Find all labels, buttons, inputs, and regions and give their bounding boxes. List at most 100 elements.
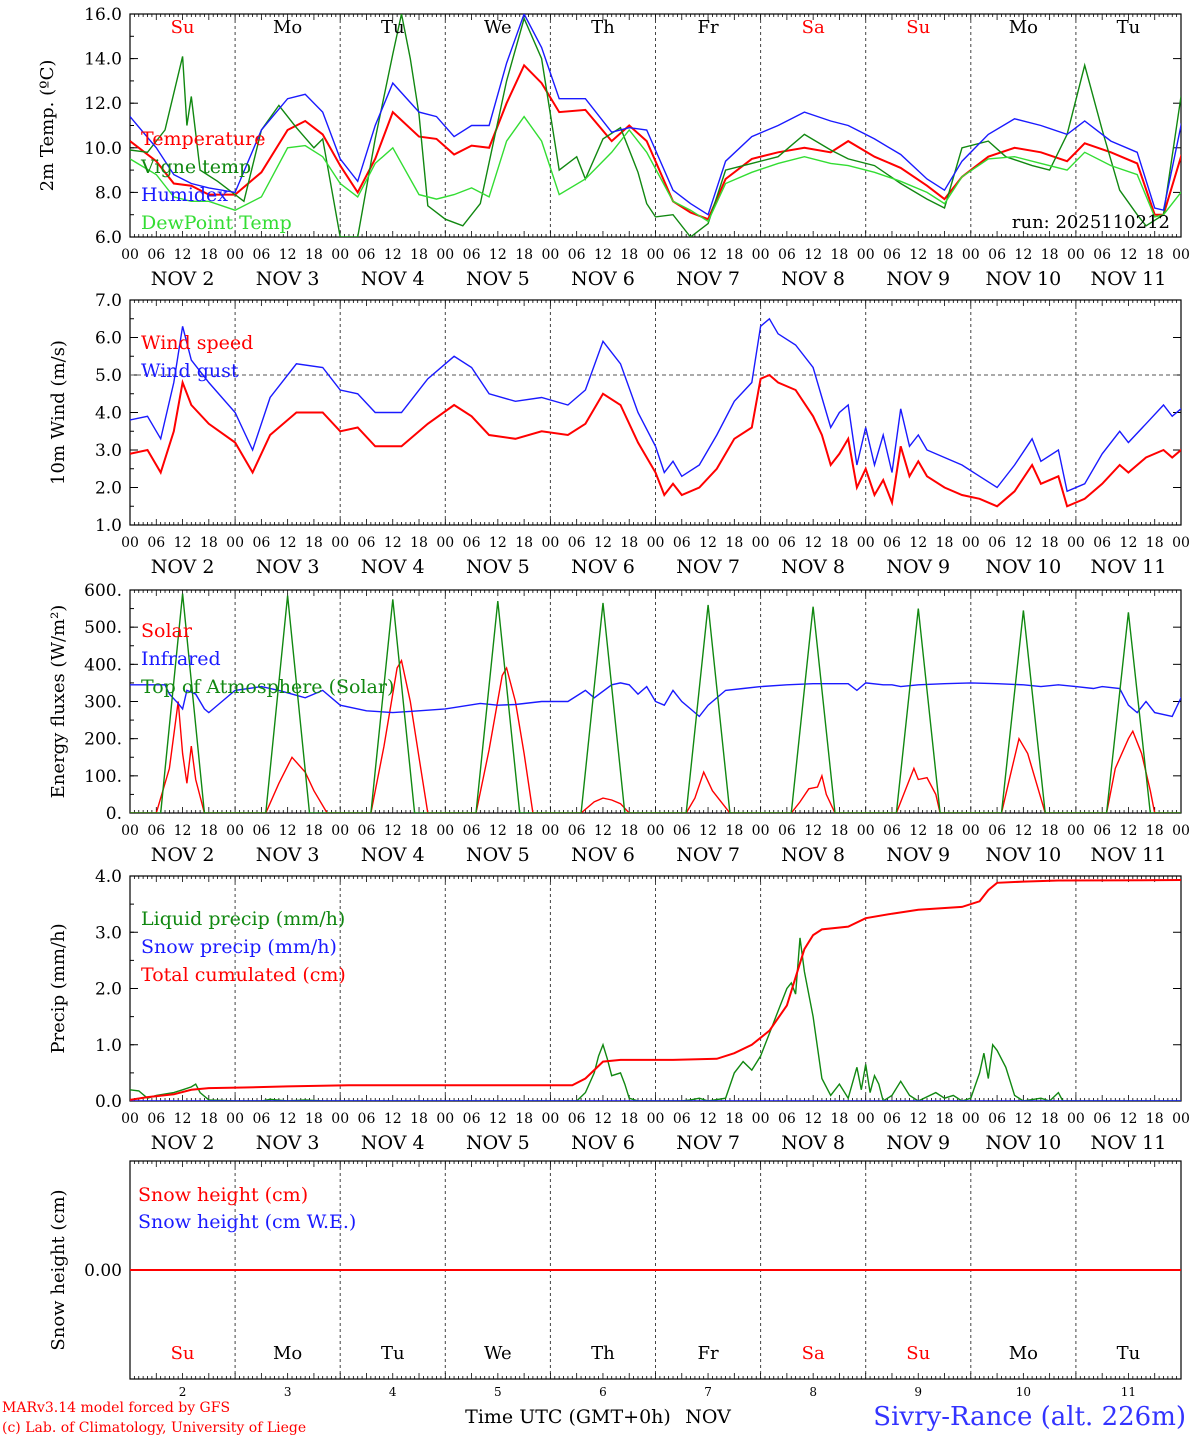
weekday-label: Tu (381, 1343, 405, 1364)
hour-tick-label: 12 (804, 823, 822, 839)
hour-tick-label: 00 (752, 1111, 770, 1127)
hour-tick-label: 06 (358, 247, 376, 263)
hour-tick-label: 12 (699, 535, 717, 551)
y-tick-label: 6.0 (95, 228, 122, 248)
hour-tick-label: 12 (594, 535, 612, 551)
hour-tick-label: 18 (725, 1111, 743, 1127)
hour-tick-label: 12 (594, 1111, 612, 1127)
date-label: NOV 2 (151, 556, 215, 578)
series-line-vigne-temp (130, 14, 1181, 237)
hour-tick-label: 18 (200, 1111, 218, 1127)
hour-tick-label: 12 (909, 247, 927, 263)
hour-tick-label: 06 (883, 247, 901, 263)
hour-tick-label: 06 (673, 823, 691, 839)
hour-tick-label: 18 (200, 535, 218, 551)
date-label: NOV 5 (466, 268, 530, 290)
hour-tick-label: 12 (384, 823, 402, 839)
hour-tick-label: 00 (541, 535, 559, 551)
legend-entry: DewPoint Temp (141, 212, 292, 234)
hour-tick-label: 12 (909, 1111, 927, 1127)
y-tick-label: 3.0 (95, 923, 122, 943)
legend-entry: Wind gust (141, 360, 239, 382)
day-number: 2 (179, 1385, 187, 1399)
hour-tick-label: 18 (725, 247, 743, 263)
hour-tick-label: 18 (515, 1111, 533, 1127)
date-label: NOV 11 (1091, 268, 1167, 290)
series-line-humidex (130, 14, 1181, 216)
hour-tick-label: 18 (831, 1111, 849, 1127)
hour-tick-label: 00 (226, 823, 244, 839)
hour-tick-label: 00 (1172, 535, 1190, 551)
weekday-label: Th (591, 17, 615, 38)
hour-tick-label: 00 (226, 247, 244, 263)
hour-tick-label: 12 (699, 247, 717, 263)
series-line-total-cumulated-cm- (130, 879, 1181, 1101)
date-label: NOV 4 (361, 1132, 425, 1154)
series-line-top-of-atmosphere-solar- (130, 593, 1181, 813)
hour-tick-label: 00 (121, 1111, 139, 1127)
hour-tick-label: 12 (174, 1111, 192, 1127)
hour-tick-label: 12 (384, 247, 402, 263)
hour-tick-label: 00 (1067, 1111, 1085, 1127)
hour-tick-label: 12 (1014, 247, 1032, 263)
weekday-label: Sa (802, 17, 825, 38)
hour-tick-label: 18 (831, 247, 849, 263)
hour-tick-label: 06 (252, 535, 270, 551)
y-tick-label: 10.0 (84, 139, 122, 159)
day-number: 6 (599, 1385, 607, 1399)
date-label: NOV 8 (781, 556, 845, 578)
hour-tick-label: 18 (305, 535, 323, 551)
day-number: 4 (389, 1385, 397, 1399)
hour-tick-label: 06 (568, 823, 586, 839)
hour-tick-label: 00 (857, 1111, 875, 1127)
hour-tick-label: 18 (410, 247, 428, 263)
date-label: NOV 5 (466, 1132, 530, 1154)
hour-tick-label: 18 (1041, 823, 1059, 839)
date-label: NOV 10 (985, 1132, 1061, 1154)
date-label: NOV 2 (151, 268, 215, 290)
y-tick-label: 14.0 (84, 50, 122, 70)
date-label: NOV 6 (571, 844, 635, 866)
y-tick-label: 1.0 (95, 1036, 122, 1056)
date-label: NOV 7 (676, 1132, 740, 1154)
model-credit: MARv3.14 model forced by GFS (2, 1400, 231, 1416)
hour-tick-label: 06 (358, 1111, 376, 1127)
date-label: NOV 9 (886, 556, 950, 578)
hour-tick-label: 00 (857, 247, 875, 263)
legend-entry: Vigne temp (140, 156, 251, 178)
date-label: NOV 7 (676, 844, 740, 866)
hour-tick-label: 06 (358, 535, 376, 551)
hour-tick-label: 00 (752, 247, 770, 263)
weekday-label: Mo (273, 1343, 302, 1364)
x-axis-label: Time UTC (GMT+0h) (465, 1406, 671, 1428)
y-tick-label: 8.0 (95, 183, 122, 203)
station-name: Sivry-Rance (alt. 226m) (873, 1402, 1186, 1432)
hour-tick-label: 00 (331, 823, 349, 839)
hour-tick-label: 00 (962, 823, 980, 839)
date-label: NOV 3 (256, 556, 320, 578)
hour-tick-label: 12 (1120, 247, 1138, 263)
y-tick-label: 12.0 (84, 94, 122, 114)
hour-tick-label: 18 (305, 1111, 323, 1127)
hour-tick-label: 18 (515, 535, 533, 551)
legend-entry: Snow height (cm W.E.) (138, 1211, 356, 1233)
hour-tick-label: 00 (1067, 823, 1085, 839)
hour-tick-label: 00 (857, 823, 875, 839)
hour-tick-label: 00 (647, 823, 665, 839)
hour-tick-label: 06 (1093, 535, 1111, 551)
lab-credit: (c) Lab. of Climatology, University of L… (2, 1420, 307, 1436)
hour-tick-label: 06 (778, 535, 796, 551)
hour-tick-label: 00 (1172, 1111, 1190, 1127)
day-number: 9 (914, 1385, 922, 1399)
hour-tick-label: 00 (121, 823, 139, 839)
hour-tick-label: 06 (463, 1111, 481, 1127)
hour-tick-label: 12 (489, 247, 507, 263)
hour-tick-label: 12 (384, 535, 402, 551)
hour-tick-label: 00 (121, 535, 139, 551)
hour-tick-label: 12 (909, 535, 927, 551)
hour-tick-label: 18 (725, 535, 743, 551)
hour-tick-label: 18 (831, 535, 849, 551)
y-tick-label: 1.0 (95, 516, 122, 536)
hour-tick-label: 00 (1067, 535, 1085, 551)
y-tick-label: 7.0 (95, 291, 122, 311)
